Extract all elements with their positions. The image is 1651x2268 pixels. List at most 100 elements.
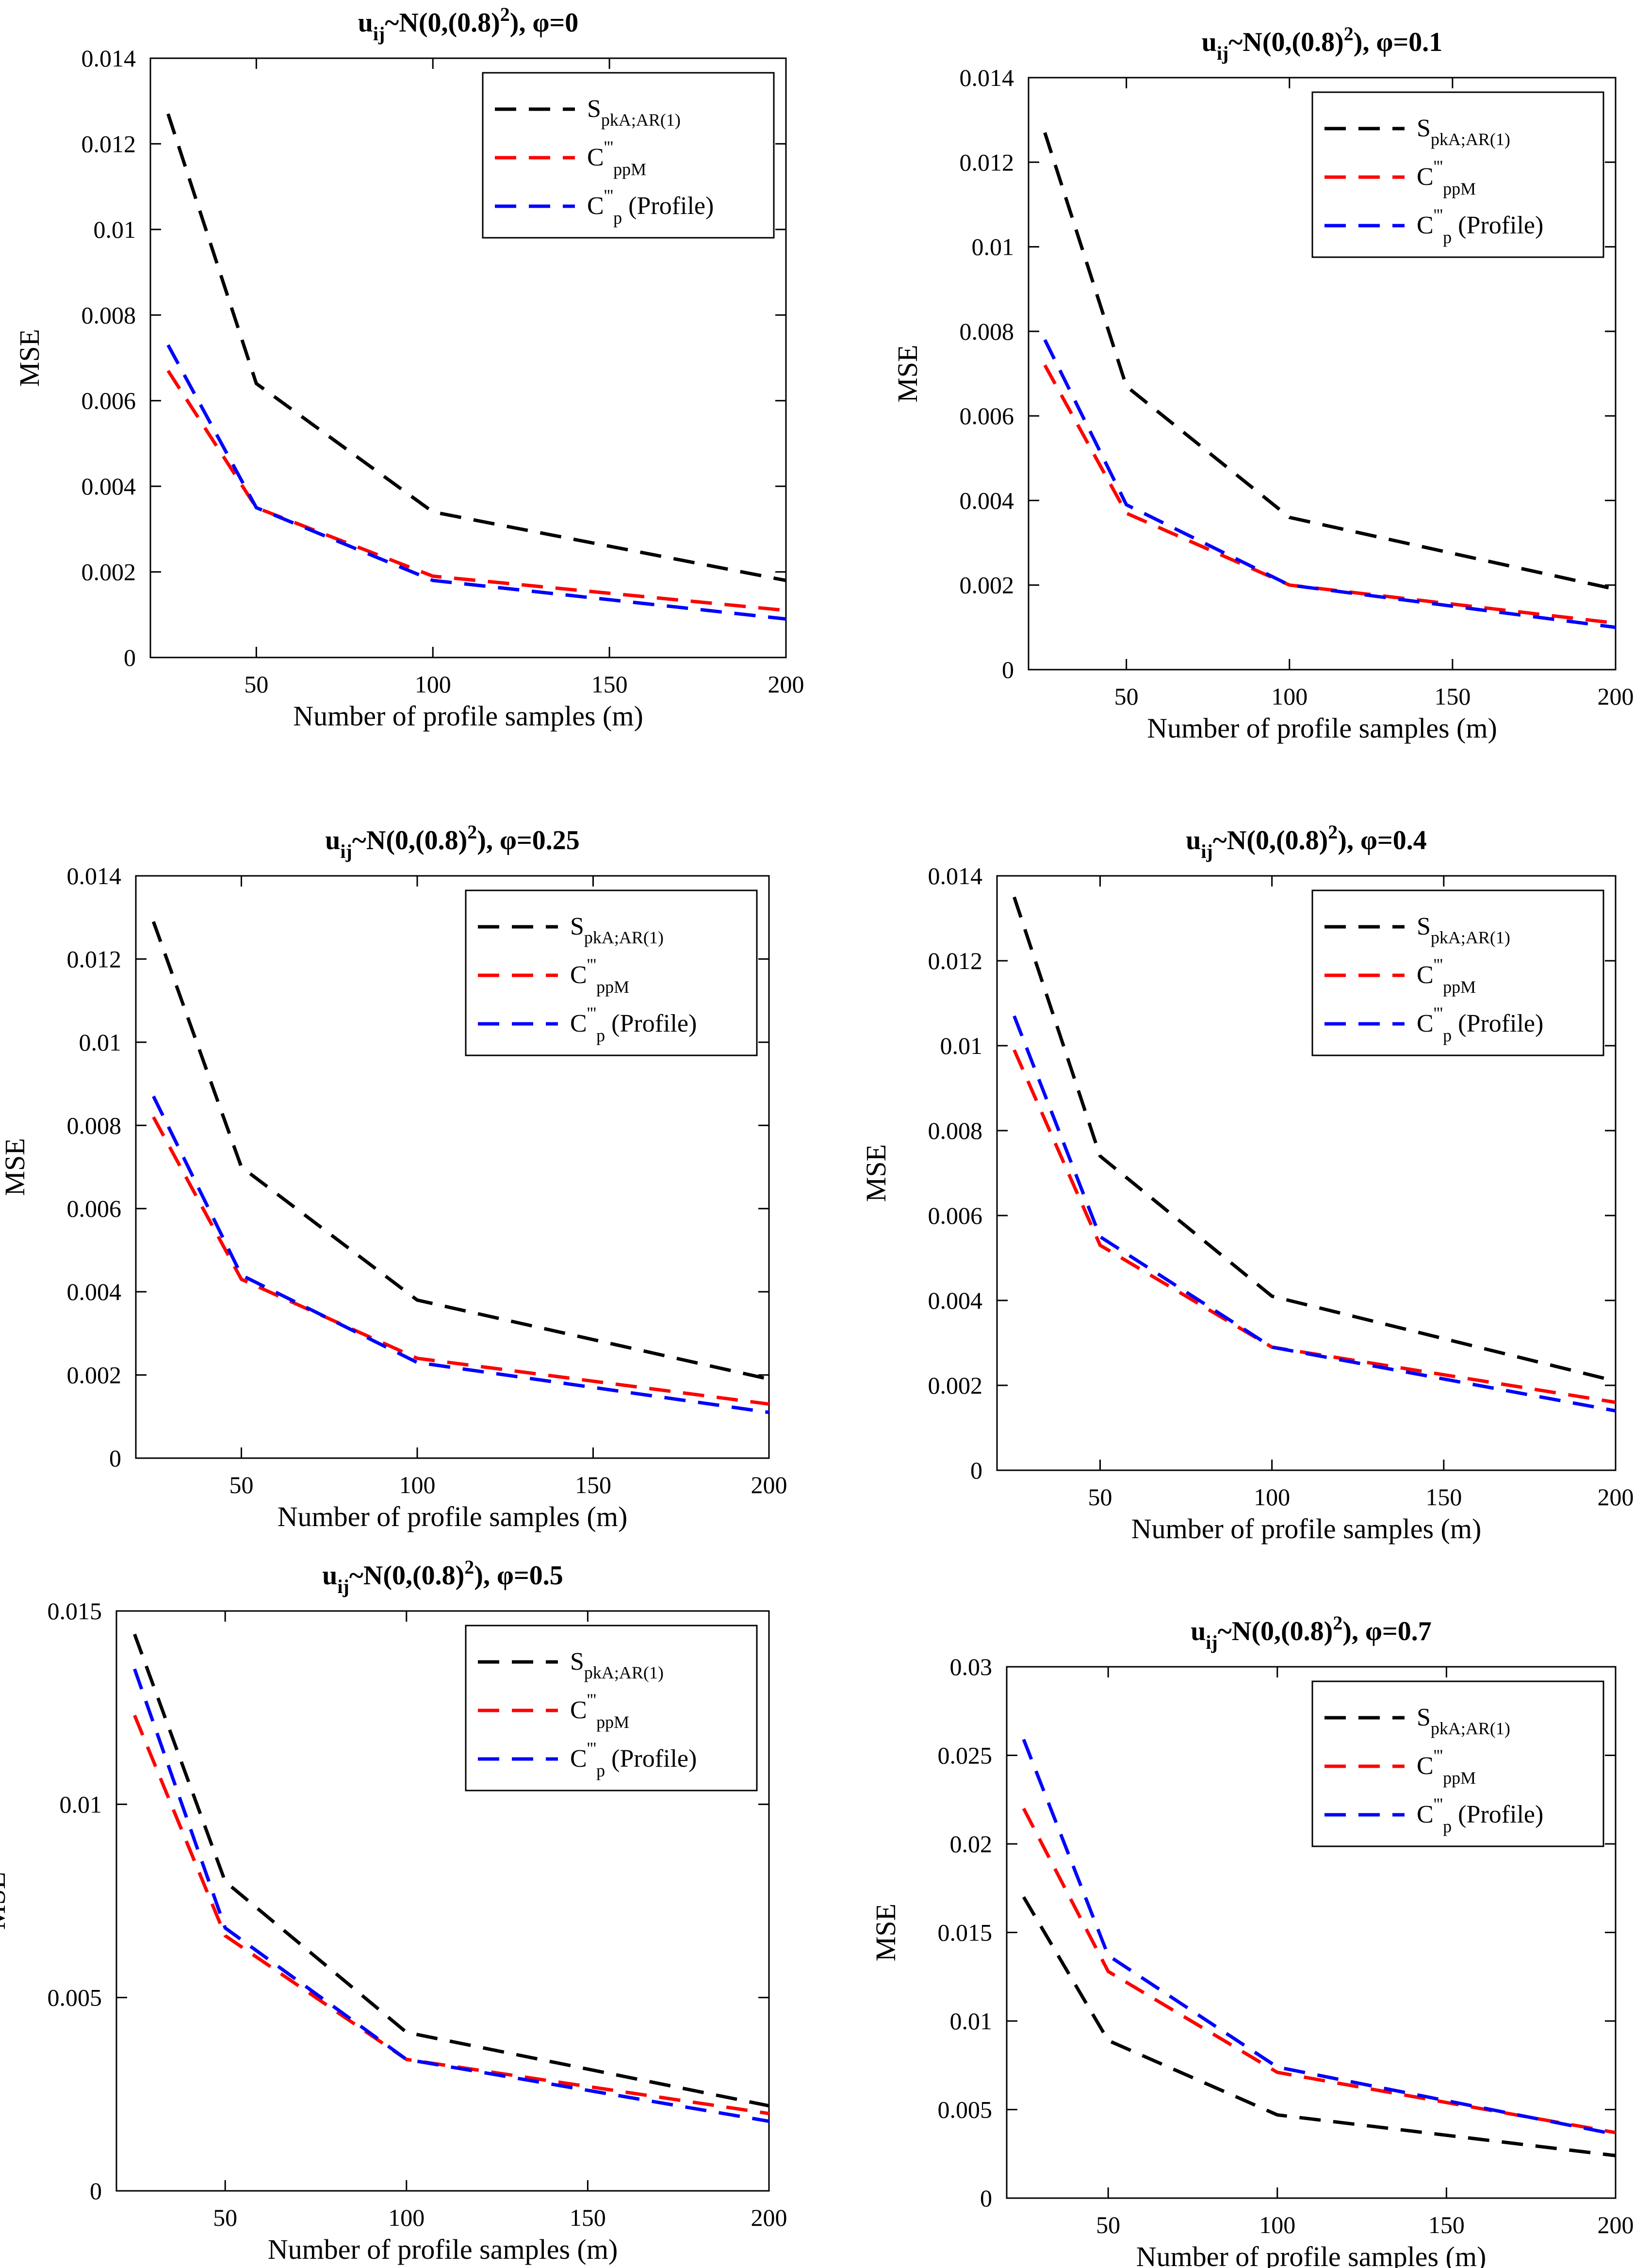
legend-subscript: p	[1443, 1026, 1452, 1045]
title-subscript: ij	[1201, 840, 1212, 862]
y-tick-label: 0.025	[938, 1742, 993, 1769]
title-text: ~N(0,(0.8)	[1213, 825, 1328, 855]
title-text: ~N(0,(0.8)	[349, 1561, 465, 1591]
y-tick-label: 0.01	[972, 233, 1014, 261]
series-line-S_pkA	[151, 921, 769, 1381]
chart-title: uij~N(0,(0.8)2), φ=0.1	[1202, 23, 1443, 64]
y-tick-label: 0.006	[960, 402, 1014, 429]
legend-superscript: '''	[587, 1739, 596, 1758]
x-tick-label: 100	[1271, 683, 1308, 710]
y-tick-label: 0.012	[67, 945, 122, 972]
y-tick-label: 0.01	[60, 1791, 102, 1818]
x-tick-label: 200	[1598, 683, 1634, 710]
legend-label-C_p_profile: C'''p (Profile)	[1417, 1794, 1543, 1836]
chart-panel-4: 0 0.002 0.004 0.006 0.008 0.01 0.012 0.014 50 100…	[860, 821, 1634, 1545]
y-tick-label: 0.008	[82, 301, 136, 329]
y-tick-label: 0.014	[960, 64, 1014, 91]
y-tick-label: 0.012	[928, 947, 983, 974]
y-tick-label: 0	[124, 644, 136, 671]
y-tick-label: 0.002	[67, 1362, 122, 1389]
y-tick-label: 0.004	[67, 1278, 122, 1305]
x-tick-label: 50	[229, 1471, 254, 1498]
title-base: u	[1186, 825, 1201, 855]
legend-main: C	[570, 961, 587, 989]
title-end: ), φ=0.7	[1342, 1616, 1432, 1646]
series-line-C_p_profile	[166, 344, 786, 621]
legend-box	[465, 1625, 758, 1791]
title-end: ), φ=0.1	[1354, 27, 1443, 57]
title-superscript: 2	[1333, 1612, 1342, 1634]
legend-superscript: '''	[604, 137, 613, 157]
y-tick-label: 0.006	[82, 387, 136, 414]
title-base: u	[358, 8, 373, 38]
y-tick-label: 0.015	[938, 1919, 993, 1946]
series-line-C_p_profile	[1022, 1739, 1616, 2137]
legend-subscript: ppM	[613, 160, 646, 179]
x-tick-label: 50	[244, 671, 268, 698]
x-axis-label: Number of profile samples (m)	[1147, 712, 1497, 744]
legend-superscript: '''	[587, 955, 596, 974]
series-line-C_p_profile	[1043, 339, 1616, 629]
series-line-S_pkA	[166, 113, 786, 582]
legend-subscript: ppM	[596, 1712, 629, 1732]
y-axis-label: MSE	[870, 1904, 901, 1961]
x-tick-label: 150	[591, 671, 628, 698]
legend-label-C_ppM: C'''ppM	[570, 955, 629, 997]
x-axis-label: Number of profile samples (m)	[1131, 1513, 1482, 1545]
legend-superscript: '''	[1434, 1794, 1443, 1814]
legend-box	[1311, 1680, 1604, 1847]
series-line-S_pkA	[133, 1633, 769, 2108]
axes-frame	[135, 875, 770, 1459]
legend-subscript: p	[596, 1761, 605, 1780]
legend-label-C_ppM: C'''ppM	[587, 137, 646, 179]
x-tick-label: 200	[768, 671, 804, 698]
legend-subscript: pkA;AR(1)	[1431, 1719, 1510, 1738]
title-superscript: 2	[1344, 23, 1354, 45]
chart-panel-3: 0 0.002 0.004 0.006 0.008 0.01 0.012 0.014 50 100…	[0, 821, 787, 1532]
title-base: u	[322, 1561, 337, 1591]
x-tick-label: 200	[751, 2204, 787, 2231]
series-line-C_p_profile	[1013, 1015, 1616, 1413]
series-line-S_pkA	[1022, 1896, 1616, 2157]
y-tick-label: 0.012	[82, 130, 136, 157]
legend-label-S_pkA: SpkA;AR(1)	[1417, 115, 1510, 149]
y-tick-label: 0.005	[48, 1984, 102, 2011]
y-tick-label: 0	[980, 2185, 992, 2212]
legend-label-C_ppM: C'''ppM	[1417, 1746, 1476, 1788]
legend-superscript: '''	[587, 1003, 596, 1023]
title-base: u	[325, 825, 340, 855]
legend-main: S	[1417, 115, 1431, 142]
y-axis-label: MSE	[14, 329, 45, 387]
legend-superscript: '''	[1434, 1746, 1443, 1765]
legend-label-C_p_profile: C'''p (Profile)	[1417, 205, 1543, 247]
legend-main: S	[1417, 1704, 1431, 1731]
x-axis-label: Number of profile samples (m)	[278, 1501, 628, 1532]
series-line-C_ppM	[166, 370, 786, 612]
legend-label-C_ppM: C'''ppM	[570, 1690, 629, 1732]
legend: SpkA;AR(1) C'''ppM C'''p (Profile)	[1311, 1680, 1604, 1847]
x-axis-label: Number of profile samples (m)	[268, 2234, 618, 2265]
legend-label-C_p_profile: C'''p (Profile)	[570, 1739, 697, 1780]
legend-label-C_ppM: C'''ppM	[1417, 955, 1476, 997]
series-line-C_ppM	[133, 1714, 769, 2116]
y-tick-label: 0.02	[950, 1830, 993, 1857]
x-tick-label: 100	[1254, 1483, 1290, 1511]
legend-box	[1311, 889, 1604, 1056]
title-text: ~N(0,(0.8)	[1228, 27, 1344, 57]
x-tick-label: 50	[1088, 1483, 1112, 1511]
title-superscript: 2	[500, 3, 510, 25]
title-superscript: 2	[1328, 821, 1338, 843]
x-tick-label: 50	[213, 2204, 237, 2231]
y-tick-label: 0.008	[928, 1117, 983, 1144]
x-tick-label: 200	[751, 1471, 787, 1498]
y-tick-label: 0.004	[960, 487, 1014, 514]
legend-tail: (Profile)	[1452, 212, 1543, 239]
legend-main: C	[1417, 1752, 1434, 1780]
series-line-C_ppM	[1013, 1049, 1616, 1404]
y-tick-label: 0.008	[67, 1112, 122, 1139]
legend-main: C	[1417, 961, 1434, 989]
legend-label-C_p_profile: C'''p (Profile)	[587, 186, 714, 228]
legend-subscript: ppM	[1443, 977, 1476, 997]
legend-label-C_p_profile: C'''p (Profile)	[1417, 1003, 1543, 1045]
